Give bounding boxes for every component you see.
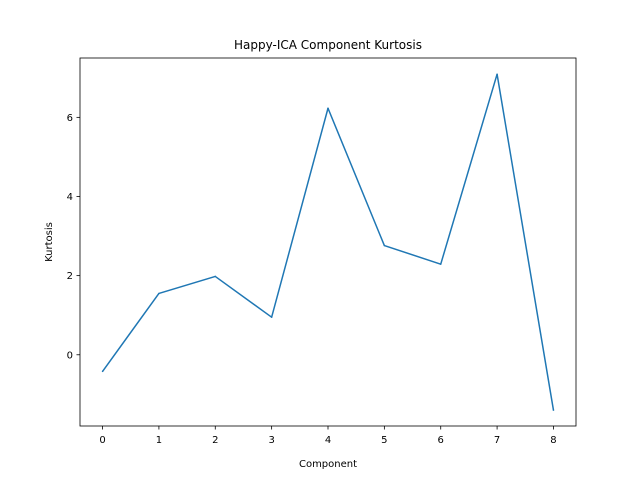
chart-title: Happy-ICA Component Kurtosis bbox=[234, 38, 422, 52]
plot-area bbox=[80, 58, 576, 426]
y-tick-label: 2 bbox=[67, 271, 73, 282]
data-point bbox=[270, 316, 273, 318]
series-layer bbox=[101, 73, 555, 411]
x-tick-label: 7 bbox=[494, 435, 500, 446]
data-point bbox=[214, 275, 217, 278]
x-tick-label: 5 bbox=[381, 435, 387, 446]
y-tick-label: 4 bbox=[67, 192, 73, 203]
data-point bbox=[158, 292, 160, 295]
y-tick-label: 0 bbox=[67, 350, 73, 361]
data-point bbox=[101, 370, 104, 373]
x-tick-label: 2 bbox=[212, 435, 218, 446]
x-tick-label: 4 bbox=[325, 435, 331, 446]
data-point bbox=[552, 409, 555, 411]
data-point bbox=[496, 73, 498, 75]
y-axis-label: Kurtosis bbox=[44, 222, 55, 262]
x-axis: 0 1 2 3 4 5 6 7 8 bbox=[99, 426, 557, 446]
x-tick-label: 1 bbox=[156, 435, 162, 446]
x-tick-label: 3 bbox=[268, 435, 274, 446]
x-tick-label: 0 bbox=[99, 435, 105, 446]
x-tick-label: 6 bbox=[438, 435, 444, 446]
data-point bbox=[383, 244, 386, 247]
y-tick-label: 6 bbox=[67, 113, 73, 124]
data-point bbox=[327, 107, 329, 110]
data-point bbox=[439, 263, 442, 265]
y-axis: 0 2 4 6 bbox=[67, 113, 80, 361]
x-tick-label: 8 bbox=[550, 435, 556, 446]
plot-frame bbox=[79, 57, 577, 427]
x-axis-label: Component bbox=[299, 459, 357, 470]
